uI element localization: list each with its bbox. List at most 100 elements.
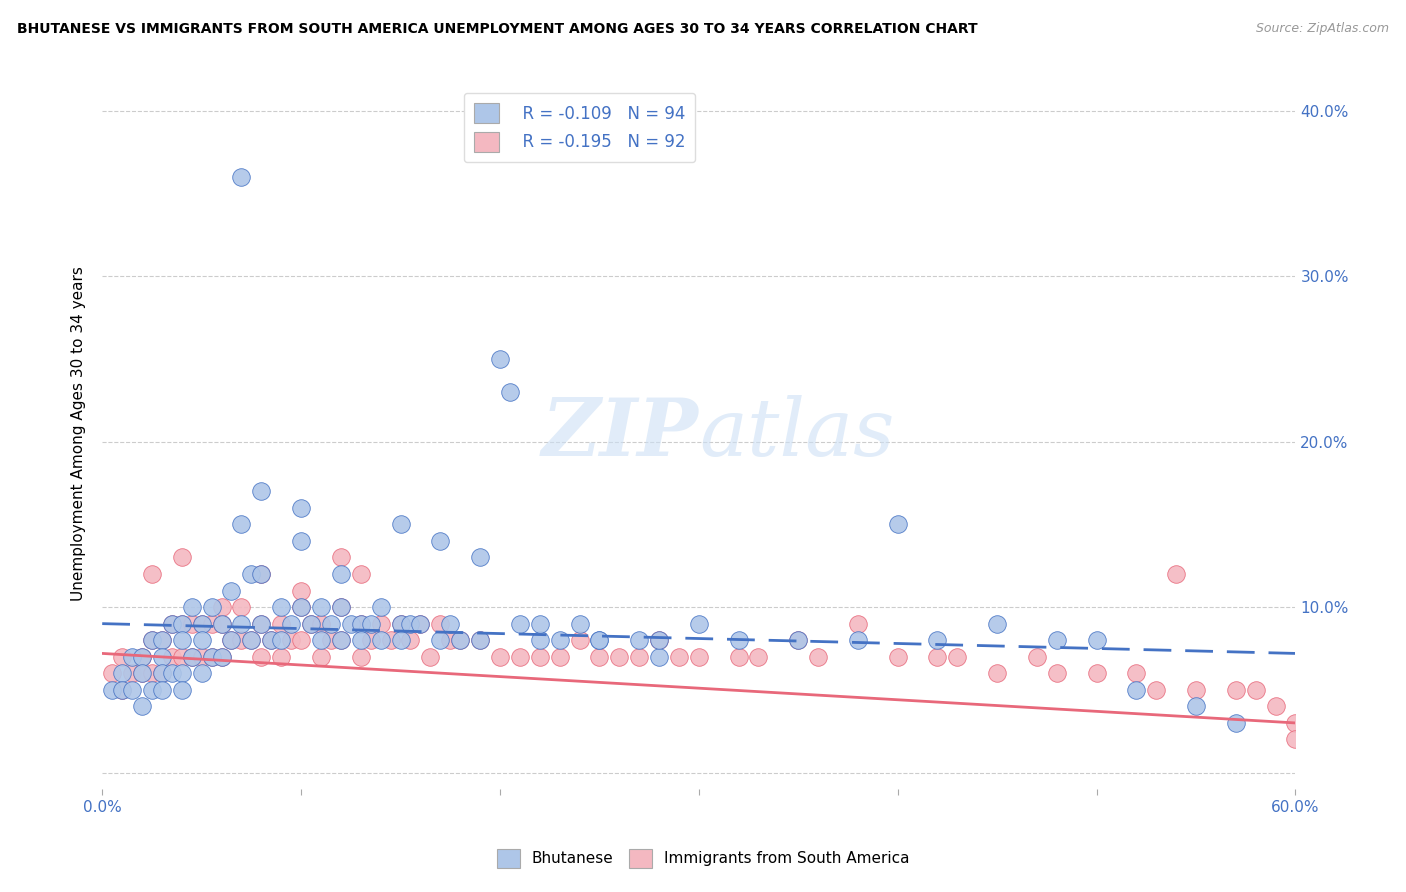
Text: Source: ZipAtlas.com: Source: ZipAtlas.com <box>1256 22 1389 36</box>
Point <box>200 649 222 664</box>
Point <box>240 633 263 648</box>
Point <box>409 616 432 631</box>
Point <box>548 649 571 664</box>
Point <box>329 566 352 581</box>
Point <box>607 649 630 664</box>
Point <box>529 633 551 648</box>
Point <box>439 633 461 648</box>
Point <box>111 682 134 697</box>
Point <box>121 682 143 697</box>
Point <box>588 649 610 664</box>
Point <box>329 600 352 615</box>
Point <box>131 649 153 664</box>
Point <box>221 633 243 648</box>
Point <box>231 169 253 184</box>
Point <box>211 649 233 664</box>
Point <box>886 517 908 532</box>
Point <box>548 633 571 648</box>
Point <box>150 649 173 664</box>
Point <box>360 616 382 631</box>
Point <box>329 550 352 565</box>
Point <box>260 633 283 648</box>
Point <box>200 616 222 631</box>
Point <box>160 666 183 681</box>
Point <box>399 616 422 631</box>
Point <box>150 666 173 681</box>
Point <box>221 583 243 598</box>
Point <box>389 616 412 631</box>
Point <box>648 633 671 648</box>
Point <box>429 633 451 648</box>
Point <box>231 616 253 631</box>
Point <box>568 633 591 648</box>
Point <box>846 633 869 648</box>
Point <box>1125 666 1147 681</box>
Point <box>309 633 332 648</box>
Point <box>1166 566 1188 581</box>
Point <box>449 633 471 648</box>
Point <box>170 682 193 697</box>
Point <box>319 616 342 631</box>
Point <box>141 682 163 697</box>
Point <box>131 666 153 681</box>
Point <box>240 566 263 581</box>
Point <box>628 633 651 648</box>
Point <box>499 384 522 399</box>
Point <box>727 649 749 664</box>
Point <box>250 566 273 581</box>
Point <box>180 649 202 664</box>
Point <box>946 649 969 664</box>
Point <box>389 616 412 631</box>
Point <box>468 633 491 648</box>
Point <box>747 649 769 664</box>
Point <box>160 616 183 631</box>
Point <box>1225 715 1247 730</box>
Point <box>329 633 352 648</box>
Point <box>468 550 491 565</box>
Point <box>211 649 233 664</box>
Point <box>299 616 322 631</box>
Point <box>399 633 422 648</box>
Point <box>449 633 471 648</box>
Point <box>588 633 610 648</box>
Point <box>270 633 292 648</box>
Point <box>309 649 332 664</box>
Point <box>787 633 810 648</box>
Point <box>190 616 212 631</box>
Point <box>260 633 283 648</box>
Point <box>370 633 392 648</box>
Point <box>121 649 143 664</box>
Point <box>648 633 671 648</box>
Point <box>211 616 233 631</box>
Point <box>190 649 212 664</box>
Point <box>190 666 212 681</box>
Point <box>927 633 949 648</box>
Point <box>350 633 373 648</box>
Point <box>250 484 273 499</box>
Point <box>250 566 273 581</box>
Point <box>101 682 124 697</box>
Point <box>111 682 134 697</box>
Point <box>150 682 173 697</box>
Point <box>150 633 173 648</box>
Point <box>131 666 153 681</box>
Point <box>250 649 273 664</box>
Point <box>170 666 193 681</box>
Point <box>290 600 312 615</box>
Point <box>290 583 312 598</box>
Point <box>1284 715 1306 730</box>
Point <box>886 649 908 664</box>
Point <box>221 633 243 648</box>
Point <box>1085 666 1108 681</box>
Point <box>846 616 869 631</box>
Point <box>986 666 1008 681</box>
Point <box>180 649 202 664</box>
Point <box>150 633 173 648</box>
Point <box>1046 633 1069 648</box>
Point <box>231 633 253 648</box>
Point <box>190 633 212 648</box>
Point <box>270 616 292 631</box>
Point <box>419 649 441 664</box>
Point <box>121 666 143 681</box>
Point <box>170 616 193 631</box>
